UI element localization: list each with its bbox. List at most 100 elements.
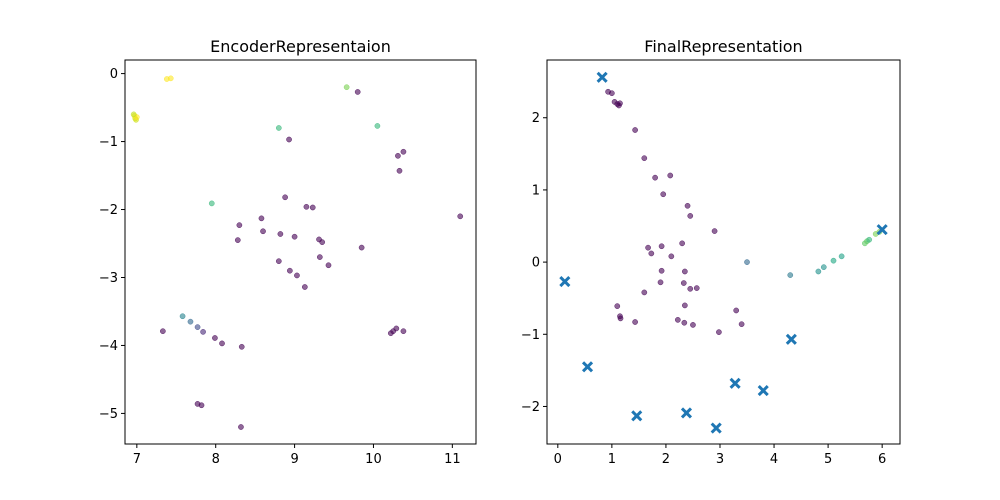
x-tick-label: 1 xyxy=(608,452,616,467)
scatter-point xyxy=(160,328,166,335)
scatter-point xyxy=(236,222,243,229)
scatter-point xyxy=(219,340,225,347)
scatter-point xyxy=(277,231,284,237)
x-marker xyxy=(729,377,741,389)
x-marker xyxy=(631,410,643,422)
scatter-point xyxy=(687,285,694,292)
scatter-point xyxy=(838,253,845,260)
scatter-point xyxy=(866,236,873,243)
x-marker xyxy=(710,422,722,434)
scatter-point xyxy=(238,424,244,430)
x-tick-label: 0 xyxy=(554,452,562,467)
x-marker xyxy=(581,361,594,373)
y-tick-label: 1 xyxy=(532,183,540,198)
scatter-points xyxy=(130,75,464,430)
scatter-point xyxy=(652,174,658,181)
scatter-point xyxy=(208,200,215,207)
x-tick-label: 5 xyxy=(824,452,832,467)
x-axis: 7 8 9 10 11 xyxy=(133,444,461,467)
scatter-point xyxy=(387,330,394,337)
scatter-point xyxy=(645,244,651,251)
scatter-point xyxy=(820,264,827,271)
plot-frame xyxy=(546,59,901,445)
scatter-point xyxy=(830,257,837,264)
scatter-point xyxy=(275,258,282,265)
scatter-point xyxy=(668,253,675,260)
scatter-point xyxy=(238,343,245,350)
y-tick-label: −3 xyxy=(99,271,118,286)
y-tick-label: 0 xyxy=(532,256,540,271)
scatter-point xyxy=(609,90,615,97)
scatter-point xyxy=(130,111,137,118)
x-marker xyxy=(785,333,797,345)
scatter-point xyxy=(632,127,638,133)
scatter-point xyxy=(680,280,687,286)
scatter-point xyxy=(641,155,648,162)
x-tick-label: 10 xyxy=(365,452,382,467)
y-tick-label: −2 xyxy=(99,203,118,218)
x-marker xyxy=(680,407,693,419)
scatter-point xyxy=(815,268,822,275)
encoder-representation-subplot: EncoderRepresentaion 7 8 9 10 11 0 −1 −2 −3 −4 −5 xyxy=(99,37,477,467)
scatter-point xyxy=(457,213,464,220)
y-axis: 0 −1 −2 −3 −4 −5 xyxy=(99,67,125,422)
scatter-point xyxy=(660,191,667,198)
scatter-point xyxy=(358,244,365,251)
scatter-point xyxy=(674,316,681,323)
scatter-point xyxy=(212,335,218,341)
scatter-point xyxy=(744,259,750,265)
scatter-point xyxy=(684,202,691,209)
scatter-point xyxy=(658,267,665,274)
scatter-point xyxy=(316,254,323,260)
scatter-point xyxy=(681,319,688,326)
scatter-point xyxy=(319,239,326,245)
x-marker xyxy=(876,224,888,236)
final-representation-subplot: FinalRepresentation 0 1 2 3 4 5 6 2 1 0 −1 −2 xyxy=(521,37,901,467)
x-tick-label: 11 xyxy=(444,452,461,467)
subplot-title: EncoderRepresentaion xyxy=(210,37,391,56)
scatter-point xyxy=(632,319,638,325)
scatter-point xyxy=(167,75,174,82)
x-tick-label: 3 xyxy=(716,452,724,467)
x-axis: 0 1 2 3 4 5 6 xyxy=(554,444,886,467)
scatter-point xyxy=(614,303,621,309)
scatter-point xyxy=(657,279,664,286)
plot-frame xyxy=(124,59,477,445)
scatter-point xyxy=(687,213,694,219)
x-tick-label: 9 xyxy=(290,452,298,467)
y-tick-label: −2 xyxy=(521,400,540,415)
scatter-point xyxy=(234,237,241,243)
scatter-point xyxy=(187,318,194,325)
scatter-point xyxy=(400,148,407,155)
scatter-point xyxy=(617,315,624,322)
scatter-point xyxy=(275,125,282,131)
scatter-point xyxy=(301,284,308,290)
scatter-point xyxy=(690,322,696,328)
x-markers xyxy=(559,71,888,434)
y-tick-label: −1 xyxy=(521,328,540,343)
scatter-point xyxy=(291,233,298,240)
scatter-point xyxy=(303,203,310,210)
x-marker xyxy=(559,276,571,288)
scatter-point xyxy=(194,324,201,330)
scatter-point xyxy=(325,262,332,269)
x-marker xyxy=(757,385,769,397)
scatter-point xyxy=(641,289,648,296)
scatter-point xyxy=(374,123,381,129)
scatter-point xyxy=(260,228,266,235)
scatter-point xyxy=(738,321,745,328)
y-axis: 2 1 0 −1 −2 xyxy=(521,111,547,415)
scatter-point xyxy=(343,84,350,91)
scatter-point xyxy=(198,402,205,409)
y-tick-label: −4 xyxy=(99,339,118,354)
scatter-point xyxy=(681,302,688,309)
scatter-point xyxy=(309,204,316,211)
scatter-point xyxy=(658,243,665,250)
scatter-point xyxy=(294,272,300,279)
scatter-point xyxy=(179,313,186,320)
scatter-point xyxy=(400,328,407,335)
scatter-point xyxy=(354,89,361,95)
scatter-point xyxy=(286,136,292,143)
x-tick-label: 7 xyxy=(133,452,141,467)
